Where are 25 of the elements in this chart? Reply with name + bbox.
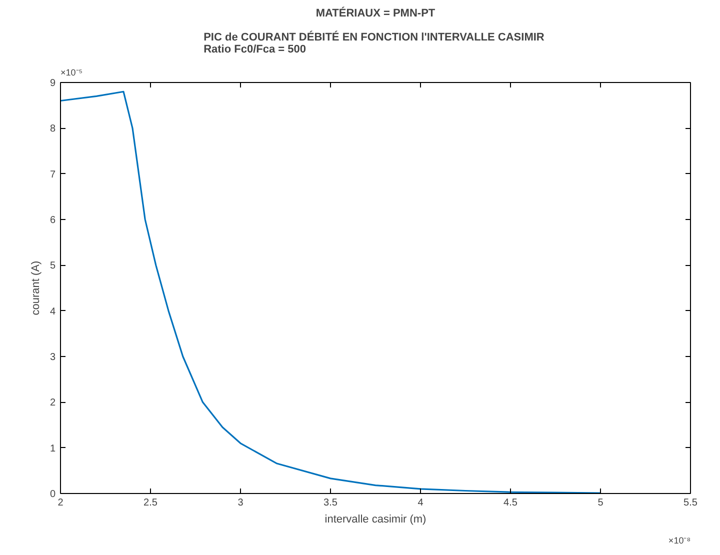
y-tick-label: 1: [50, 443, 56, 454]
line-series: [60, 90, 602, 494]
x-tick-label: 4.5: [504, 498, 518, 508]
y-tick-label: 2: [50, 398, 56, 409]
y-tick-label: 4: [50, 306, 56, 318]
y-tick-label: 3: [50, 352, 56, 363]
y-tick-label: 7: [50, 169, 56, 180]
x-axis-title: intervalle casimir (m): [324, 514, 426, 526]
y-tick-label: 9: [50, 78, 56, 89]
x-tick-label: 3: [238, 498, 244, 508]
y-tick-label: 8: [50, 124, 56, 135]
x-tick-label: 5.5: [684, 498, 698, 508]
y-tick-label: 6: [50, 215, 56, 226]
text: ×10⁻⁵: [60, 68, 83, 78]
x-tick-label: 4: [418, 498, 424, 508]
y-tick-label: 5: [50, 260, 56, 272]
x-tick-label: 5: [598, 498, 604, 508]
y-tick-label: 0: [50, 489, 56, 500]
chart-subtitle: PIC de COURANT DÉBITÉ EN FONCTION l'INTERVALLE CASIMIR Ratio Fc0/Fca = 500: [204, 30, 544, 56]
x-tick-label: 2: [58, 498, 64, 508]
y-axis-title: courant (A): [30, 260, 42, 316]
chart-title: MATÉRIAUX = PMN-PT: [316, 6, 436, 20]
x-tick-label: 2.5: [144, 498, 158, 508]
text: ×10⁻⁸: [668, 536, 691, 546]
x-tick-label: 3.5: [324, 498, 338, 508]
